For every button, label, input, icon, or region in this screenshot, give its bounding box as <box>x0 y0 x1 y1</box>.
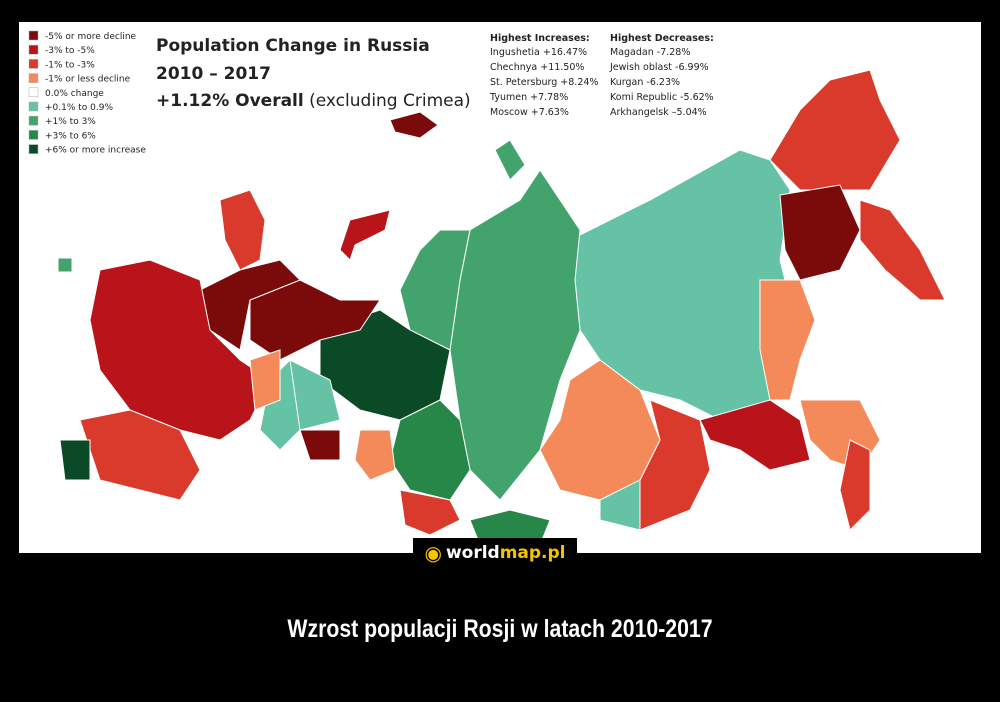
overall: +1.12% Overall <box>156 91 304 111</box>
legend-label: +3% to 6% <box>45 131 96 141</box>
legend-label: +6% or more increase <box>45 146 146 156</box>
legend-swatch <box>28 130 39 140</box>
title-line: Population Change in Russia <box>156 36 430 56</box>
region <box>199 259 301 351</box>
list-item: Arkhangelsk –5.04% <box>610 107 707 118</box>
region <box>699 399 811 471</box>
legend-swatch <box>28 115 39 126</box>
legend-label: 0.0% change <box>45 89 104 99</box>
region <box>89 259 271 441</box>
region <box>79 409 201 501</box>
overall-note: (excluding Crimea) <box>309 91 471 111</box>
legend: -5% or more decline -3% to -5% -1% to -3% -… <box>28 30 146 156</box>
region <box>249 349 281 411</box>
legend-swatch <box>28 101 39 112</box>
title-line: 2010 – 2017 <box>156 64 271 84</box>
legend-swatch <box>28 144 39 154</box>
region <box>219 189 266 271</box>
increases-header: Highest Increases: <box>490 33 590 44</box>
legend-swatch <box>28 73 39 83</box>
island <box>494 139 526 181</box>
region <box>354 429 396 481</box>
region <box>599 479 641 531</box>
region <box>339 209 391 261</box>
list-item: Ingushetia +16.47% <box>490 47 587 58</box>
region <box>839 439 871 531</box>
region <box>399 489 461 536</box>
legend-label: -3% to -5% <box>45 46 95 56</box>
list-item: Chechnya +11.50% <box>490 62 584 73</box>
list-item: Moscow +7.63% <box>490 107 569 118</box>
island <box>389 111 439 139</box>
region <box>779 184 861 281</box>
decreases-list: Magadan -7.28% Jewish oblast -6.99% Kurgan… <box>609 47 714 118</box>
map: -5% or more decline -3% to -5% -1% to -3% -… <box>19 22 981 553</box>
increases-list: Ingushetia +16.47% Chechnya +11.50% St. Pe… <box>489 47 598 118</box>
logo: ◉ world map.pl <box>413 538 577 568</box>
title-overall: +1.12% Overall (excluding Crimea) <box>156 91 471 111</box>
list-item: Kurgan -6.23% <box>610 77 680 88</box>
list-item: St. Petersburg +8.24% <box>490 77 598 88</box>
legend-swatch <box>28 30 39 41</box>
legend-label: -1% or less decline <box>45 75 131 85</box>
legend-swatch <box>28 87 39 98</box>
region <box>449 169 581 501</box>
caption: Wzrost populacji Rosji w latach 2010-201… <box>287 615 713 643</box>
legend-swatch <box>28 44 39 55</box>
logo-map: map.pl <box>499 543 566 563</box>
region <box>759 279 816 401</box>
logo-world: world <box>445 543 500 563</box>
list-item: Tyumen +7.78% <box>489 92 568 103</box>
legend-label: +0.1% to 0.9% <box>45 103 113 113</box>
legend-label: -1% to -3% <box>45 60 95 70</box>
region <box>299 429 341 461</box>
region <box>249 279 381 361</box>
legend-swatch <box>28 59 39 69</box>
region <box>57 257 73 273</box>
decreases-header: Highest Decreases: <box>610 33 714 44</box>
legend-label: +1% to 3% <box>45 117 96 127</box>
region <box>59 439 91 481</box>
list-item: Komi Republic -5.62% <box>610 92 714 103</box>
list-item: Jewish oblast -6.99% <box>609 62 709 73</box>
list-item: Magadan -7.28% <box>610 47 690 58</box>
region <box>859 199 946 301</box>
legend-label: -5% or more decline <box>45 32 137 42</box>
regions <box>57 69 946 546</box>
logo-icon: ◉ <box>424 541 442 565</box>
